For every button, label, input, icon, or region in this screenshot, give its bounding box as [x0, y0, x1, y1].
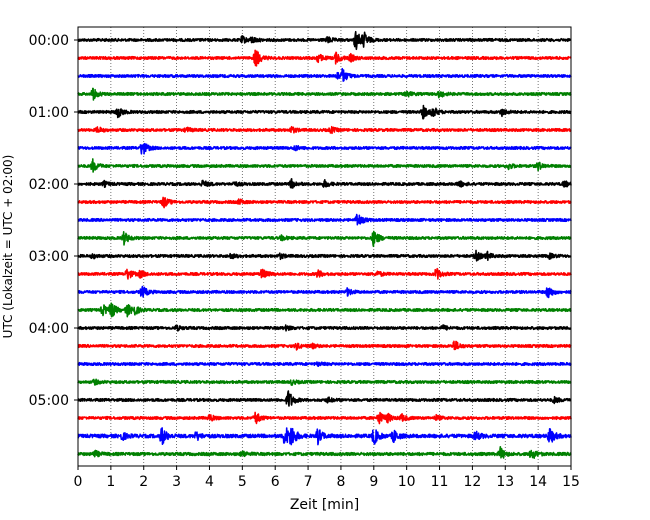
x-tick-label: 11 [431, 474, 449, 490]
trace-0200 [77, 178, 572, 189]
trace-0130 [77, 142, 572, 155]
trace-0230 [77, 213, 572, 226]
x-tick-label: 3 [172, 474, 181, 490]
x-tick-label: 8 [336, 474, 345, 490]
y-tick-label: 05:00 [29, 393, 69, 409]
trace-0015 [77, 49, 572, 67]
trace-0400 [77, 324, 572, 332]
x-tick-label: 5 [238, 474, 247, 490]
x-axis-ticks: 0 1 2 3 4 5 6 7 8 9 10 11 12 13 14 15 [74, 466, 580, 490]
trace-0500 [77, 390, 572, 407]
x-tick-label: 2 [139, 474, 148, 490]
trace-0145 [77, 158, 572, 173]
trace-0545 [77, 445, 572, 459]
trace-0315 [77, 267, 572, 280]
x-tick-label: 12 [463, 474, 481, 490]
x-tick-label: 13 [496, 474, 514, 490]
trace-0445 [77, 378, 572, 386]
trace-0045 [77, 87, 572, 101]
trace-0330 [77, 285, 572, 299]
trace-0115 [77, 125, 572, 135]
x-tick-label: 15 [562, 474, 580, 490]
y-axis-ticks: 00:00 01:00 02:00 03:00 04:00 05:00 [29, 33, 78, 409]
y-tick-label: 02:00 [29, 177, 69, 193]
trace-0515 [77, 411, 572, 425]
trace-0300 [77, 249, 572, 262]
x-axis-label: Zeit [min] [290, 497, 359, 513]
vertical-gridlines [110, 27, 539, 466]
trace-0415 [77, 340, 572, 351]
x-tick-label: 0 [74, 474, 83, 490]
trace-0030 [77, 67, 572, 82]
trace-0000 [77, 30, 572, 51]
trace-0245 [77, 230, 572, 248]
x-tick-label: 6 [271, 474, 280, 490]
y-tick-label: 00:00 [29, 33, 69, 49]
y-tick-label: 03:00 [29, 249, 69, 265]
seismogram-traces [77, 30, 572, 459]
y-tick-label: 04:00 [29, 321, 69, 337]
trace-0530 [77, 427, 572, 446]
y-tick-label: 01:00 [29, 105, 69, 121]
trace-0345 [77, 302, 572, 318]
trace-0430 [77, 361, 572, 368]
y-axis-label: UTC (Lokalzeit = UTC + 02:00) [1, 155, 15, 339]
trace-0215 [77, 196, 572, 209]
x-tick-label: 9 [369, 474, 378, 490]
x-tick-label: 14 [529, 474, 547, 490]
x-tick-label: 10 [398, 474, 416, 490]
trace-0100 [77, 104, 572, 120]
x-tick-label: 7 [304, 474, 313, 490]
x-tick-label: 4 [205, 474, 214, 490]
plot-frame [77, 26, 572, 467]
x-tick-label: 1 [106, 474, 115, 490]
